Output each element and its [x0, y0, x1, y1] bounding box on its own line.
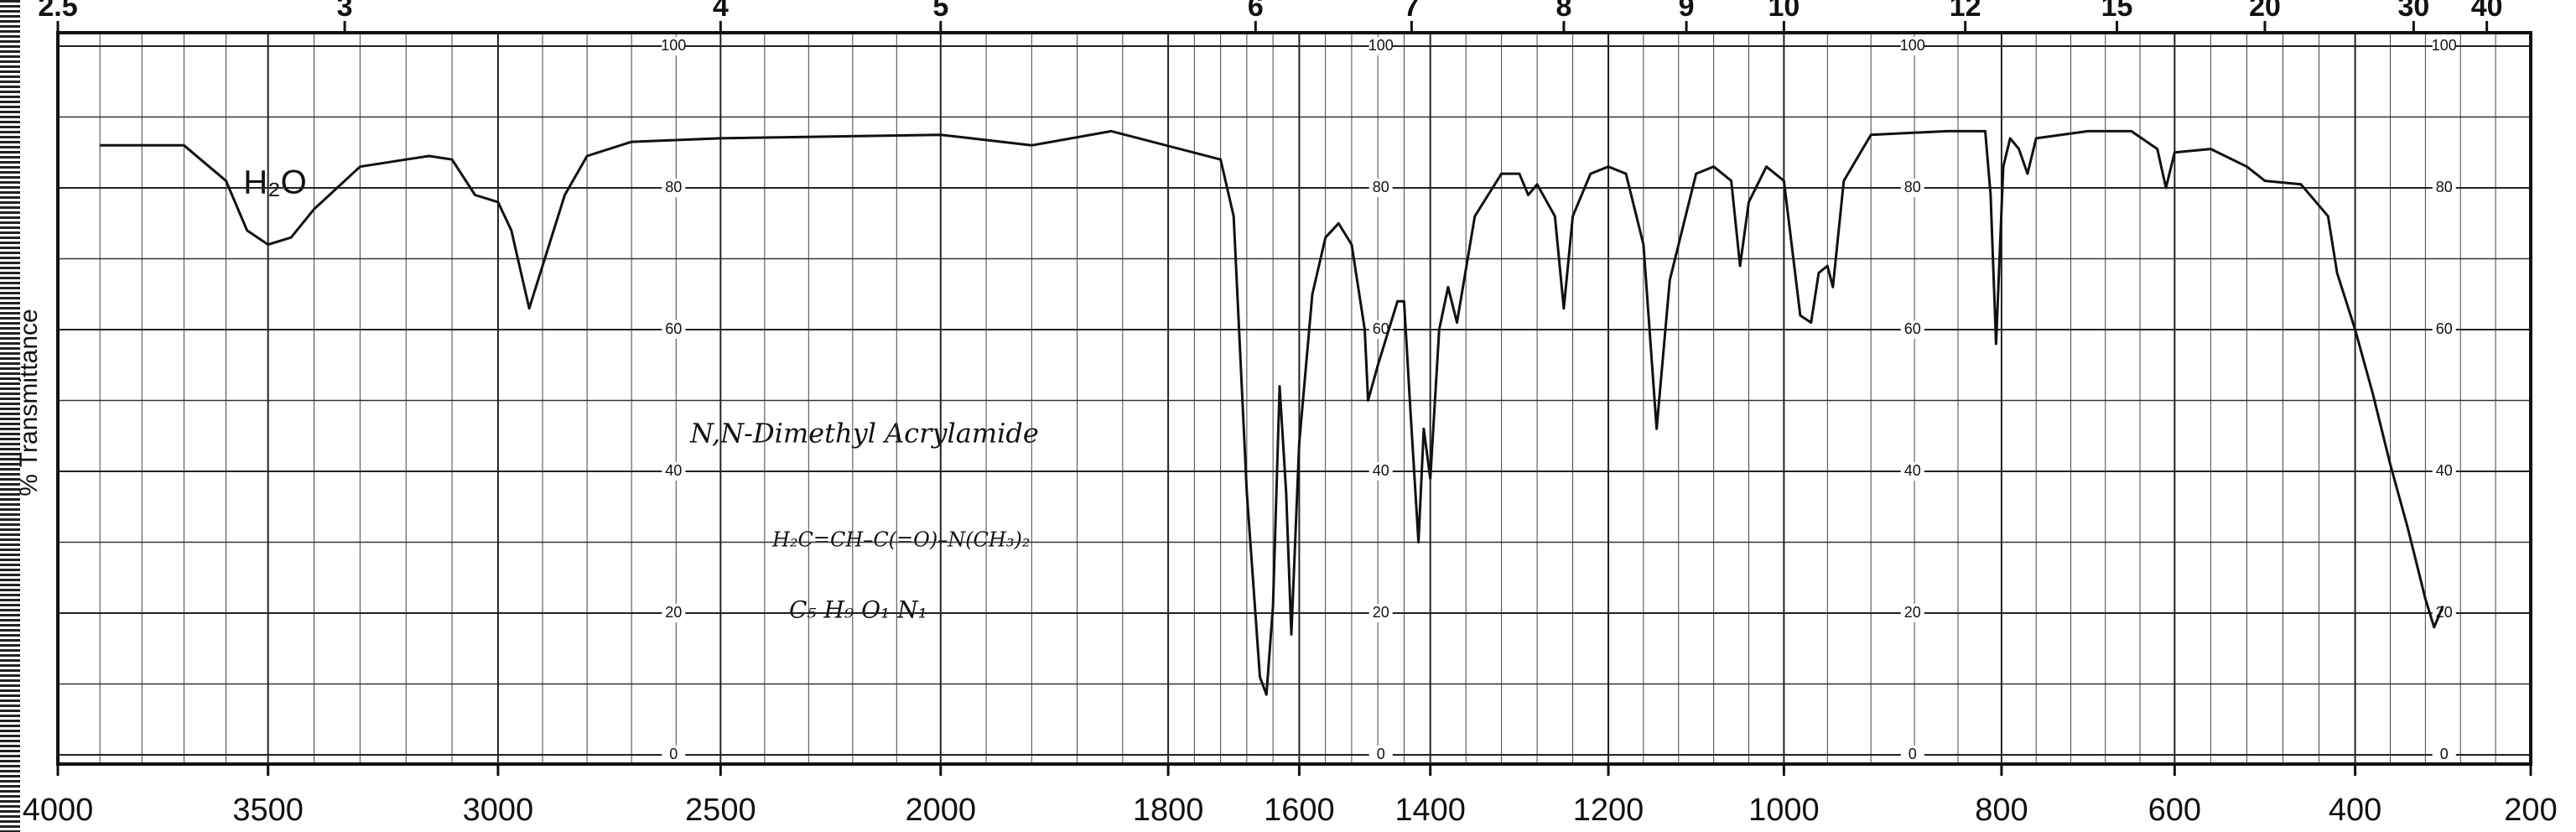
x-tick-label: 400 [2329, 793, 2381, 828]
y-tick-label-bg [1368, 604, 1393, 623]
y-tick-label: 0 [1377, 746, 1385, 762]
y-tick-label: 40 [2436, 462, 2453, 479]
y-tick-label: 40 [1373, 462, 1389, 479]
plot-frame [56, 31, 2532, 766]
x2-tick-label: 7 [1404, 0, 1420, 23]
y-tick-label: 100 [2432, 37, 2457, 54]
x-tick-label: 3500 [232, 793, 304, 828]
x2-tick-label: 5 [932, 0, 948, 23]
y-tick-label-bg [2432, 320, 2456, 340]
x2-tick-label: 20 [2249, 0, 2281, 23]
y-tick-label-bg [2432, 462, 2456, 481]
x-tick-label: 600 [2148, 793, 2201, 828]
y-tick-label-bg [1368, 37, 1393, 56]
y-tick-label: 100 [1900, 37, 1925, 54]
y-tick-label-bg [1900, 746, 1924, 765]
y-tick-label: 60 [665, 320, 682, 337]
y-tick-label: 100 [1368, 37, 1394, 54]
y-tick-label-bg [662, 320, 686, 340]
y-tick-label: 20 [1373, 604, 1389, 621]
annotation: C₅ H₉ O₁ N₁ [789, 596, 927, 624]
y-tick-label: 40 [665, 462, 682, 479]
x-tick-label: 4000 [23, 793, 94, 828]
y-tick-label: 40 [1904, 462, 1921, 479]
y-axis-label: % Transmittance [15, 309, 43, 496]
x2-tick-label: 3 [337, 0, 353, 23]
x-tick-label: 1200 [1573, 793, 1644, 828]
x-tick-label: 2500 [685, 793, 756, 828]
x-tick-label: 200 [2504, 793, 2557, 828]
y-tick-label: 80 [1904, 179, 1921, 195]
y-tick-label: 20 [1904, 604, 1921, 621]
y-tick-label-bg [2432, 37, 2456, 56]
x2-tick-label: 12 [1950, 0, 1981, 23]
y-tick-label-bg [662, 179, 686, 198]
x2-tick-label: 40 [2471, 0, 2503, 23]
x2-tick-label: 10 [1768, 0, 1800, 23]
y-tick-label: 80 [665, 179, 682, 195]
x2-tick-label: 4 [713, 0, 729, 23]
y-tick-label: 0 [2440, 746, 2449, 762]
x2-tick-label: 15 [2101, 0, 2133, 23]
y-tick-label-bg [1900, 37, 1924, 56]
y-tick-label-bg [1900, 604, 1924, 623]
x-tick-label: 800 [1975, 793, 2028, 828]
x2-tick-label: 9 [1679, 0, 1695, 23]
y-tick-label: 60 [1373, 320, 1389, 337]
x2-tick-label: 30 [2398, 0, 2430, 23]
x-tick-label: 2000 [906, 793, 977, 828]
x-tick-label: 1600 [1264, 793, 1335, 828]
y-tick-label: 0 [1909, 746, 1917, 762]
ruler-strip [0, 0, 20, 832]
y-tick-label: 0 [669, 746, 678, 762]
x2-tick-label: 8 [1555, 0, 1571, 23]
x2-tick-label: 2.5 [38, 0, 77, 23]
x-tick-label: 3000 [463, 793, 534, 828]
y-tick-label-bg [1368, 746, 1393, 765]
y-tick-label-bg [1900, 462, 1924, 481]
annotation: H₂C=CH–C(=O)–N(CH₃)₂ [771, 528, 1030, 552]
y-tick-label-bg [1368, 462, 1393, 481]
y-tick-label: 100 [661, 37, 686, 54]
y-tick-label-bg [662, 604, 686, 623]
y-tick-label: 60 [1904, 320, 1921, 337]
y-tick-label: 80 [1373, 179, 1389, 195]
y-tick-label-bg [1368, 179, 1393, 198]
y-tick-label-bg [662, 746, 686, 765]
x-tick-label: 1400 [1394, 793, 1466, 828]
y-tick-label-bg [2432, 179, 2456, 198]
x-tick-label: 1800 [1133, 793, 1204, 828]
y-tick-label-bg [2432, 746, 2456, 765]
y-tick-label: 60 [2436, 320, 2453, 337]
x-tick-label: 1000 [1748, 793, 1820, 828]
spectrum-line [100, 129, 2444, 696]
y-tick-label-bg [1900, 179, 1924, 198]
annotation: H₂O [243, 164, 307, 201]
y-tick-label: 80 [2436, 179, 2453, 195]
annotation: N,N-Dimethyl Acrylamide [689, 418, 1039, 450]
y-tick-label-bg [1900, 320, 1924, 340]
y-tick-label: 20 [665, 604, 682, 621]
y-tick-label-bg [662, 462, 686, 481]
x2-tick-label: 6 [1248, 0, 1264, 23]
y-tick-label-bg [662, 37, 686, 56]
